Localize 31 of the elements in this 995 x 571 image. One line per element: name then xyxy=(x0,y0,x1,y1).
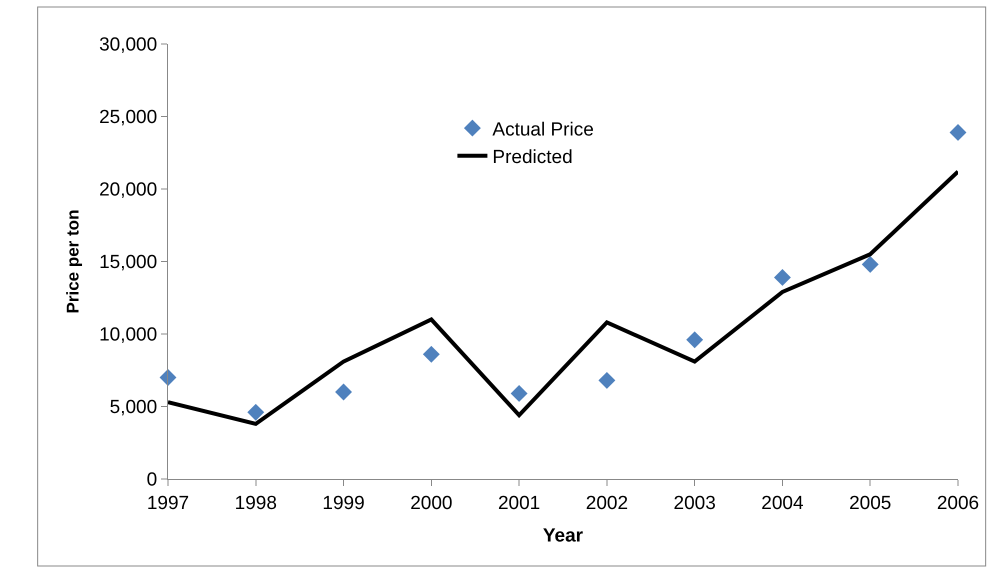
y-tick-label: 15,000 xyxy=(99,252,158,274)
x-tick-label: 2006 xyxy=(936,492,980,514)
point xyxy=(335,384,352,400)
y-tick-label: 20,000 xyxy=(99,180,158,201)
x-tick-label: 2005 xyxy=(849,492,892,514)
point xyxy=(862,256,879,273)
x-tick-label: 2001 xyxy=(498,492,540,514)
x-axis-title: Year xyxy=(542,526,584,547)
x-tick-label: 2003 xyxy=(674,492,716,514)
legend-label: Actual Price xyxy=(492,120,594,141)
x-tick-label: 1997 xyxy=(146,492,190,514)
y-axis-title: Price per ton xyxy=(64,210,83,314)
x-tick-label: 1999 xyxy=(322,492,365,514)
y-tick-label: 5,000 xyxy=(110,397,158,418)
x-tick-label: 1998 xyxy=(234,492,277,514)
point xyxy=(422,346,440,363)
y-tick-label: 30,000 xyxy=(99,34,158,56)
point xyxy=(247,404,264,421)
y-tick-label: 0 xyxy=(146,470,158,491)
y-tick-label: 10,000 xyxy=(99,324,158,346)
point xyxy=(686,331,704,348)
point xyxy=(774,269,791,286)
x-tick-label: 2002 xyxy=(586,492,628,514)
legend-label: Predicted xyxy=(492,147,573,168)
x-tick-label: 2004 xyxy=(761,492,804,514)
point xyxy=(950,124,966,141)
line-series xyxy=(168,170,958,426)
y-tick-label: 25,000 xyxy=(99,107,158,128)
point xyxy=(510,385,528,402)
x-tick-label: 2000 xyxy=(410,492,452,514)
point xyxy=(598,372,616,389)
